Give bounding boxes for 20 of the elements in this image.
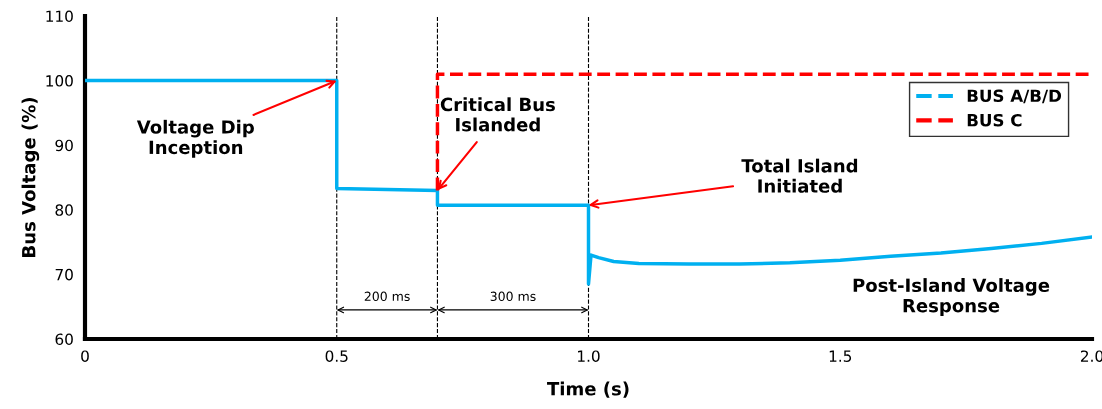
y-tick-label: 80 — [55, 204, 73, 216]
y-tick-label: 110 — [46, 10, 73, 23]
x-axis-title: Time (s) — [547, 381, 629, 398]
y-tick-label: 100 — [46, 75, 73, 87]
legend-label: BUS C — [967, 113, 1022, 127]
x-tick-label: 1.0 — [578, 350, 600, 362]
y-tick-label: 90 — [55, 139, 73, 152]
annotation: 200 ms — [364, 291, 410, 302]
x-tick-label: 1.5 — [829, 350, 852, 362]
x-tick-label: 0 — [81, 350, 89, 362]
annotation: Voltage Dip Inception — [136, 119, 254, 158]
annotation: Total Island Initiated — [741, 158, 858, 193]
x-tick-label: 0.5 — [325, 350, 348, 362]
y-tick-label: 60 — [55, 333, 73, 346]
annotation: Post-Island Voltage Response — [853, 278, 1050, 316]
y-axis-title: Bus Voltage (%) — [21, 98, 40, 257]
annotation: Critical Bus Islanded — [440, 97, 555, 132]
annotation: 300 ms — [490, 291, 536, 302]
legend-label: BUS A/B/D — [967, 89, 1062, 104]
y-tick-label: 70 — [55, 268, 73, 281]
